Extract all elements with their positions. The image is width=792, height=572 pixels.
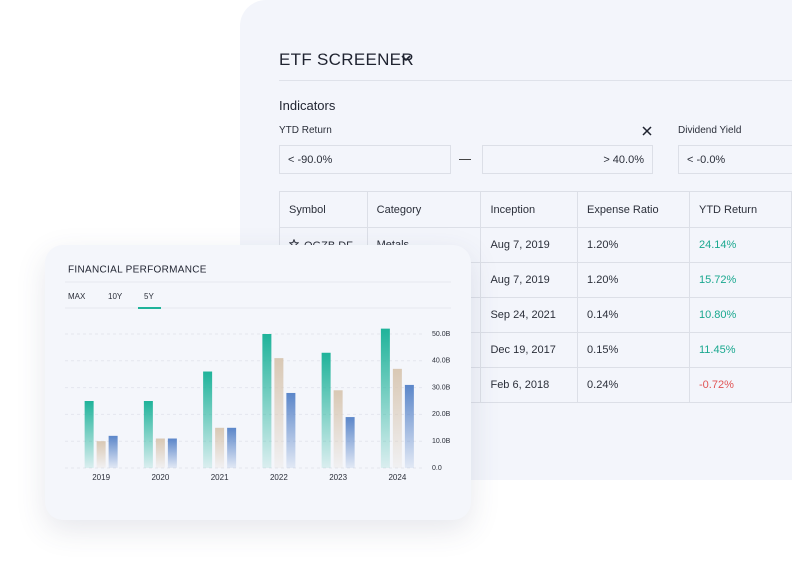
x-tick-label: 2020	[151, 473, 169, 482]
bar	[404, 384, 414, 468]
cell-text: Aug 7, 2019	[490, 274, 550, 286]
column-header: Inception	[480, 191, 579, 228]
table-cell: 1.20%	[577, 262, 690, 298]
chart: FINANCIAL PERFORMANCE MAX 10Y 5Y 0.0 10.0B 20…	[65, 265, 451, 482]
column-header: YTD Return	[689, 191, 792, 228]
x-tick-label: 2021	[211, 473, 229, 482]
cell-text: Dec 19, 2017	[490, 344, 556, 356]
y-tick-label: 10.0B	[432, 438, 451, 445]
table-cell: Aug 7, 2019	[480, 227, 579, 263]
column-header: Expense Ratio	[577, 191, 690, 228]
cell-text: 15.72%	[699, 274, 737, 286]
x-tick-label: 2023	[329, 473, 347, 482]
bar	[380, 328, 390, 468]
x-tick-label: 2019	[92, 473, 110, 482]
bar	[143, 401, 153, 468]
bar	[155, 438, 165, 468]
bar	[262, 334, 272, 468]
table-cell: 0.15%	[577, 332, 690, 368]
cell-text: -0.72%	[699, 379, 734, 391]
clear-icon[interactable]	[642, 126, 652, 136]
bar	[345, 417, 355, 468]
header-row: Symbol Category Inception Expense Ratio YTD …	[279, 191, 792, 228]
filter-input[interactable]: > 40.0%	[482, 145, 653, 174]
bar	[286, 392, 296, 468]
y-tick-label: 0.0	[432, 465, 442, 472]
table-cell: 1.20%	[577, 227, 690, 263]
bar	[227, 427, 237, 468]
cell-text: 24.14%	[699, 239, 737, 251]
chart-title: FINANCIAL PERFORMANCE	[68, 265, 207, 276]
column-header: Symbol	[279, 191, 368, 228]
divider	[279, 80, 792, 81]
filter-input[interactable]: < -0.0%	[678, 145, 792, 174]
table-cell: 15.72%	[689, 262, 792, 298]
table-cell: Feb 6, 2018	[480, 367, 579, 403]
x-tick-label: 2022	[270, 473, 288, 482]
table-cell: Sep 24, 2021	[480, 297, 579, 333]
cell-text: Sep 24, 2021	[490, 309, 556, 321]
x-tick-label: 2024	[388, 473, 406, 482]
cell-text: Feb 6, 2018	[490, 379, 550, 391]
cell-text: 0.15%	[587, 344, 619, 356]
filter-label: YTD Return	[279, 125, 332, 136]
chart-card: FINANCIAL PERFORMANCE MAX 10Y 5Y 0.0 10.0B 20…	[45, 245, 471, 520]
cell-text: 0.24%	[587, 379, 619, 391]
y-tick-label: 50.0B	[432, 331, 451, 338]
cell-text: Aug 7, 2019	[490, 239, 550, 251]
table-cell: -0.72%	[689, 367, 792, 403]
y-tick-label: 40.0B	[432, 358, 451, 365]
table-cell: 24.14%	[689, 227, 792, 263]
column-header: Category	[366, 191, 482, 228]
bar	[321, 352, 331, 468]
cell-text: 1.20%	[587, 239, 619, 251]
table-cell: 0.14%	[577, 297, 690, 333]
y-tick-label: 20.0B	[432, 411, 451, 418]
cell-text: 11.45%	[699, 344, 736, 356]
tab[interactable]: 10Y	[108, 292, 123, 301]
bar	[333, 390, 343, 468]
bar	[274, 358, 284, 468]
cell-text: 1.20%	[587, 274, 619, 286]
bar	[167, 438, 177, 468]
table-cell: 0.24%	[577, 367, 690, 403]
bar	[203, 371, 213, 468]
y-tick-label: 30.0B	[432, 384, 451, 391]
cell-text: 0.14%	[587, 309, 619, 321]
bar	[215, 427, 225, 468]
bar	[108, 435, 118, 468]
range-dash	[459, 159, 471, 160]
table-cell: Aug 7, 2019	[480, 262, 579, 298]
table-cell: Dec 19, 2017	[480, 332, 579, 368]
bar	[96, 441, 106, 468]
filter-label: Dividend Yield	[678, 125, 742, 136]
dropdown-icon[interactable]	[401, 54, 411, 62]
bar	[392, 368, 402, 468]
cell-text: 10.80%	[699, 309, 737, 321]
screener-title: ETF SCREENER	[279, 50, 414, 69]
filter-input[interactable]: < -90.0%	[279, 145, 451, 174]
table-cell: 10.80%	[689, 297, 792, 333]
tab[interactable]: 5Y	[144, 292, 154, 301]
bar	[84, 401, 94, 468]
section-title: Indicators	[279, 98, 336, 113]
tab[interactable]: MAX	[68, 292, 86, 301]
table-cell: 11.45%	[689, 332, 792, 368]
